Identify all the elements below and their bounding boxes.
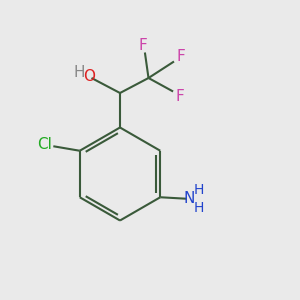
Text: Cl: Cl bbox=[38, 137, 52, 152]
Text: F: F bbox=[138, 38, 147, 53]
Text: F: F bbox=[176, 49, 185, 64]
Text: H: H bbox=[194, 201, 205, 215]
Text: H: H bbox=[194, 183, 205, 197]
Text: H: H bbox=[73, 65, 85, 80]
Text: N: N bbox=[183, 191, 195, 206]
Text: O: O bbox=[83, 69, 95, 84]
Text: F: F bbox=[175, 89, 184, 104]
